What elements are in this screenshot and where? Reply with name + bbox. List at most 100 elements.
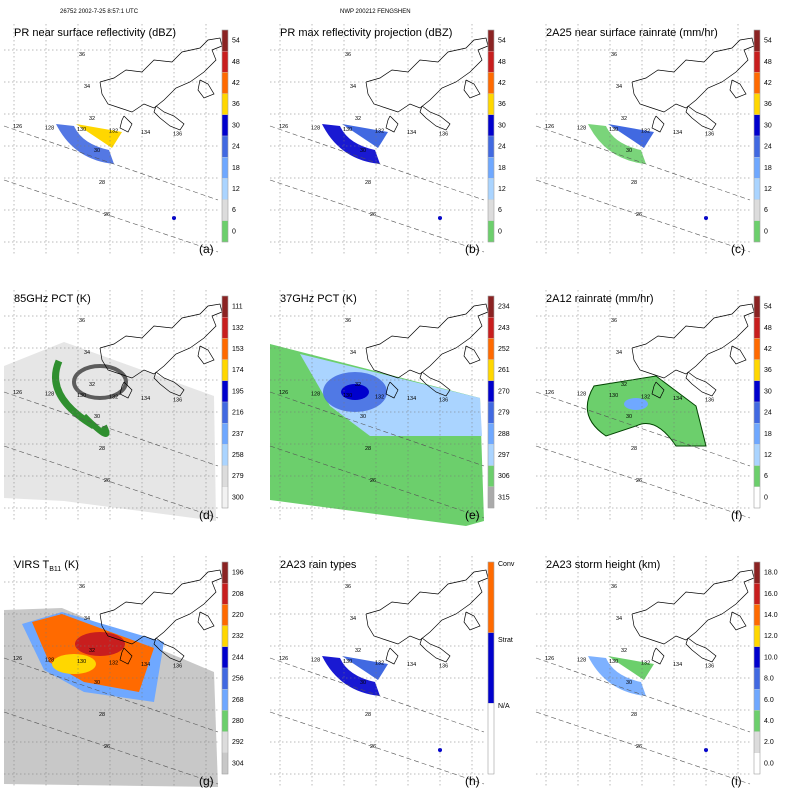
coastline (463, 611, 481, 631)
colorbar-tick-label: 306 (498, 473, 510, 480)
colorbar-tick-label: 30 (764, 122, 772, 129)
colorbar-segment (221, 710, 229, 732)
colorbar-segment (753, 561, 761, 584)
swath-edge (3, 391, 219, 467)
colorbar-tick-label: 6.0 (764, 697, 774, 704)
lat-label: 36 (611, 584, 617, 590)
swath-edge (535, 179, 751, 253)
colorbar-segment (221, 380, 229, 403)
coastline (365, 569, 489, 645)
panel-title-text: 37GHz PCT (K) (280, 293, 357, 305)
swath-edge (3, 711, 219, 785)
lon-label: 136 (173, 398, 182, 404)
rain-cell (704, 748, 708, 752)
colorbar-tick-label: 24 (498, 144, 506, 151)
colorbar-tick-label: 111 (232, 304, 243, 311)
colorbar-segment (753, 51, 761, 73)
lon-label: 126 (545, 656, 554, 662)
swath-edge (535, 657, 751, 733)
colorbar-frame (753, 561, 761, 775)
colorbar-segment (221, 667, 229, 690)
lat-label: 30 (626, 414, 632, 420)
colorbar-segment (221, 604, 229, 626)
panel-title-text: 2A23 storm height (km) (546, 559, 661, 571)
lon-label: 134 (141, 396, 150, 402)
lat-label: 36 (79, 584, 85, 590)
swath-edge (3, 179, 219, 253)
panel-title: PR max reflectivity projection (dBZ) (280, 27, 452, 39)
coastline (651, 647, 665, 665)
lon-label: 130 (77, 659, 86, 665)
colorbar-segment (221, 465, 229, 487)
colorbar-tick-label: 232 (232, 633, 244, 640)
coastline (99, 37, 223, 113)
colorbar-tick-label: 297 (498, 452, 510, 459)
lon-label: 134 (673, 130, 682, 136)
lon-label: 134 (141, 662, 150, 668)
coastline (385, 647, 399, 665)
lat-label: 32 (89, 116, 95, 122)
lon-label: 128 (45, 126, 54, 132)
colorbar-segment (487, 157, 495, 179)
colorbar-segment (753, 29, 761, 52)
colorbar-segment (753, 295, 761, 318)
lon-label: 130 (609, 127, 618, 133)
panel-map-svg: 126 128 130 132 134 1362628303234365448423630… (269, 24, 506, 256)
colorbar-segment (753, 338, 761, 360)
lat-label: 32 (355, 116, 361, 122)
colorbar-tick-label: 237 (232, 431, 244, 438)
colorbar-tick-label: 18 (764, 165, 772, 172)
colorbar-tick-label: 315 (498, 494, 510, 501)
lat-label: 32 (621, 382, 627, 388)
colorbar-frame (221, 561, 229, 775)
coastline (153, 637, 185, 663)
lon-label: 136 (439, 664, 448, 670)
coastline (385, 381, 399, 399)
swath-edge (269, 711, 485, 785)
colorbar-tick-label: 0 (498, 228, 502, 235)
coastline (685, 371, 717, 397)
colorbar-tick-label: 18.0 (764, 570, 778, 577)
lat-label: 32 (355, 382, 361, 388)
colorbar-tick-label: 54 (764, 38, 772, 45)
lat-label: 36 (79, 318, 85, 324)
colorbar-segment (753, 583, 761, 605)
colorbar-tick-label: 54 (764, 304, 772, 311)
panel-a: 126 128 130 132 134 136 26 28 30 32 34 36 54 48 42 36 30… (3, 20, 266, 260)
colorbar-tick-label: 208 (232, 591, 244, 598)
colorbar-tick-label: 4.0 (764, 718, 774, 725)
rain-band (608, 124, 654, 148)
swath-edge (535, 445, 751, 519)
colorbar-tick-label: 292 (232, 739, 244, 746)
colorbar-segment (221, 29, 229, 52)
colorbar-segment (753, 710, 761, 732)
lon-label: 134 (141, 130, 150, 136)
colorbar-segment (221, 114, 229, 137)
panel-b: 126 128 130 132 134 136 26 28 30 32 34 36 54 48 42 36 30… (269, 20, 532, 260)
swath-edge (3, 445, 219, 519)
swath-edge (535, 391, 751, 467)
colorbar-segment (487, 29, 495, 52)
lon-label: 126 (545, 390, 554, 396)
colorbar-tick-label: 0.0 (764, 760, 774, 767)
colorbar-tick-label: 42 (232, 80, 240, 87)
lon-label: 126 (13, 390, 22, 396)
colorbar-frame (753, 29, 761, 243)
lat-label: 26 (370, 744, 376, 750)
lon-label: 132 (641, 661, 650, 667)
panel-title: 2A25 near surface rainrate (mm/hr) (546, 27, 718, 39)
colorbar-tick-label: 24 (764, 410, 772, 417)
lat-label: 36 (345, 52, 351, 58)
colorbar-segment (753, 359, 761, 381)
swath-edge (269, 125, 485, 201)
panel-letter: (e) (465, 508, 480, 522)
colorbar-segment (487, 199, 495, 221)
lat-label: 28 (99, 180, 105, 186)
colorbar-tick-label: 42 (498, 80, 506, 87)
colorbar-segment (221, 731, 229, 753)
colorbar-tick-label: 54 (498, 38, 506, 45)
lon-label: 132 (375, 661, 384, 667)
lat-label: 36 (611, 52, 617, 58)
colorbar-tick-label: 8.0 (764, 676, 774, 683)
lon-label: 132 (109, 661, 118, 667)
